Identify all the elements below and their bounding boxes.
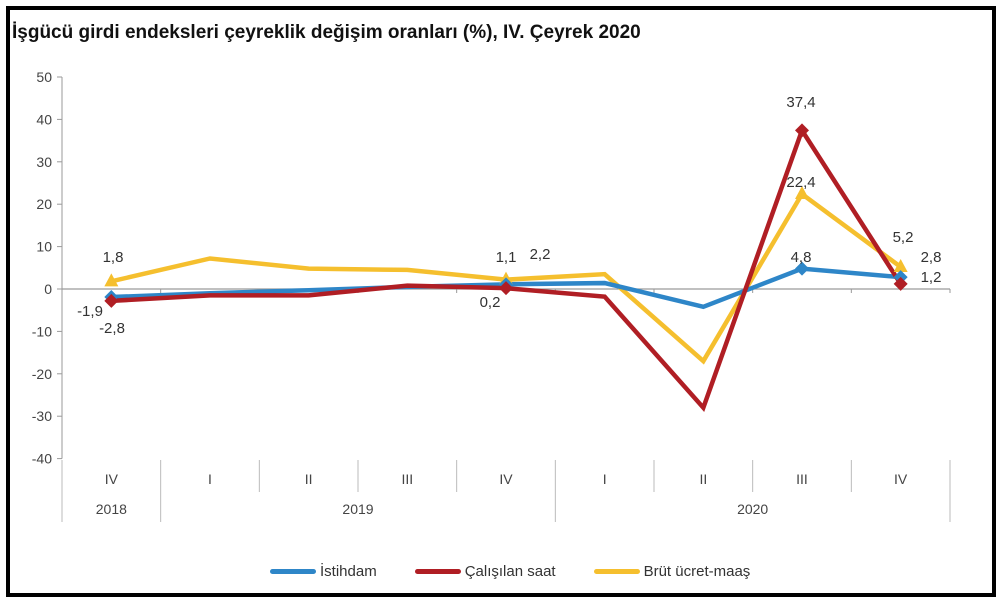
x-tick-label: II	[699, 471, 707, 487]
data-label: 1,8	[103, 249, 124, 266]
y-tick-label: 10	[36, 239, 52, 255]
legend-label: Çalışılan saat	[464, 563, 556, 580]
chart-frame	[6, 6, 996, 597]
y-tick-label: 0	[44, 281, 52, 297]
y-tick-label: 30	[36, 154, 52, 170]
triangle-marker-icon	[893, 258, 908, 272]
y-tick-label: -20	[32, 366, 52, 382]
year-label: 2019	[342, 501, 373, 517]
y-tick-label: -10	[32, 323, 52, 339]
legend-label: Brüt ücret-maaş	[643, 563, 751, 580]
x-tick-label: IV	[894, 471, 908, 487]
legend-label: İstihdam	[320, 563, 377, 580]
triangle-marker-icon	[795, 186, 809, 200]
y-tick-label: -40	[32, 451, 52, 467]
y-tick-label: 20	[36, 196, 52, 212]
data-label: 37,4	[786, 94, 815, 111]
legend-item-brut-ucret-maas[interactable]: Brüt ücret-maaş	[593, 563, 751, 580]
diamond-marker-icon	[499, 281, 513, 296]
data-label: 0,2	[480, 294, 501, 311]
legend-item-istihdam[interactable]: İstihdam	[270, 563, 377, 580]
year-label: 2018	[96, 501, 127, 517]
chart-legend: İstihdam Çalışılan saat Brüt ücret-maaş	[270, 563, 750, 580]
x-tick-label: II	[305, 471, 313, 487]
triangle-marker-icon	[104, 273, 119, 287]
data-label: 2,2	[530, 246, 551, 263]
x-tick-label: III	[401, 471, 413, 487]
x-tick-label: I	[208, 471, 212, 487]
x-tick-label: IV	[499, 471, 513, 487]
data-label: 1,2	[921, 269, 942, 286]
diamond-marker-icon	[795, 261, 809, 276]
legend-swatch-red-icon	[414, 569, 461, 574]
legend-swatch-blue-icon	[270, 569, 316, 574]
data-label: 22,4	[786, 174, 815, 191]
diamond-marker-icon	[795, 123, 809, 138]
x-tick-label: IV	[105, 471, 119, 487]
x-tick-label: I	[603, 471, 607, 487]
legend-swatch-yellow-icon	[593, 569, 640, 574]
x-tick-label: III	[796, 471, 808, 487]
diamond-marker-icon	[893, 276, 908, 291]
data-label: 2,8	[921, 249, 942, 266]
series-line[interactable]	[111, 125, 903, 413]
y-tick-label: 50	[36, 69, 52, 85]
diamond-marker-icon	[104, 293, 119, 308]
data-label: -2,8	[99, 320, 125, 337]
data-label: 1,1	[496, 249, 517, 266]
legend-item-calisilan-saat[interactable]: Çalışılan saat	[414, 563, 556, 580]
data-label: 5,2	[893, 229, 914, 246]
year-label: 2020	[737, 501, 768, 517]
y-tick-label: -30	[32, 408, 52, 424]
chart-title: İşgücü girdi endeksleri çeyreklik değişi…	[12, 22, 641, 43]
data-label: -1,9	[77, 303, 103, 320]
data-label: 4,8	[791, 249, 812, 266]
y-tick-label: 40	[36, 111, 52, 127]
